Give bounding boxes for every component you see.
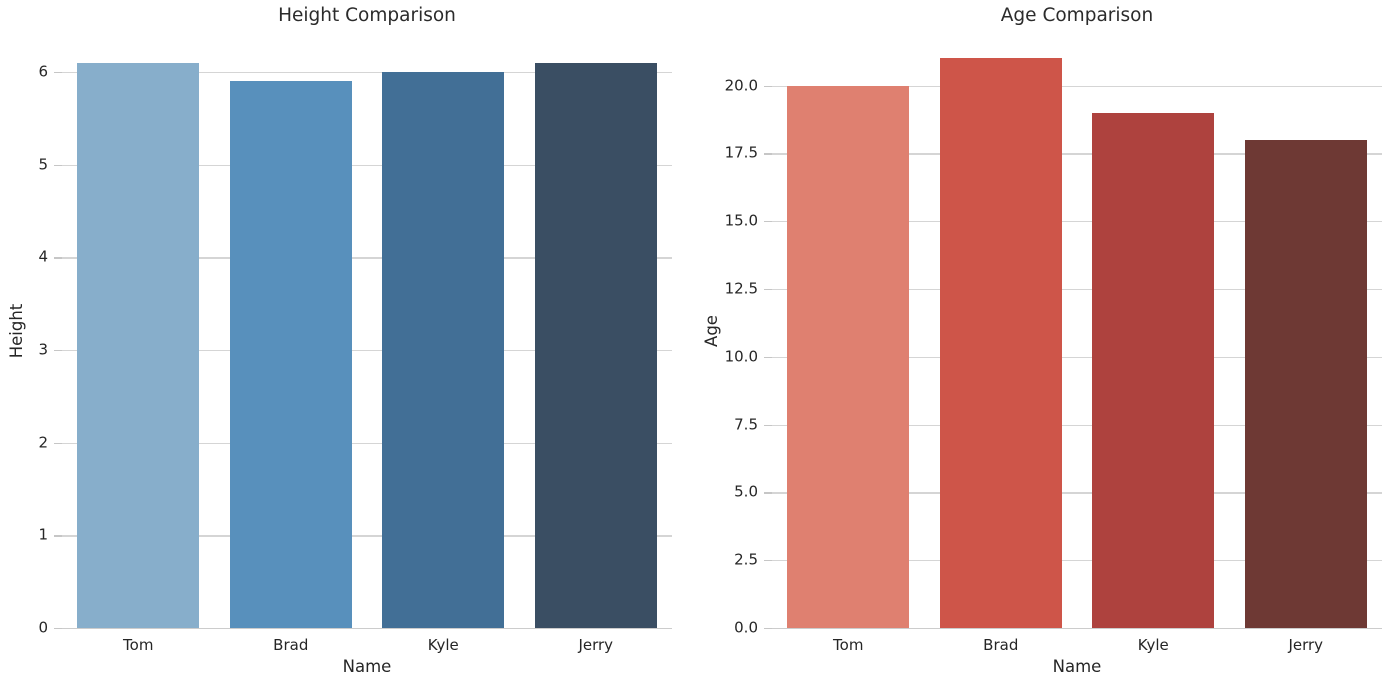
x-axis-label: Name <box>1052 657 1102 676</box>
y-tick-mark <box>764 424 772 426</box>
age-comparison-chart: 0.0 2.5 5.0 7.5 10.0 12.5 15.0 17.5 20.0 Tom Brad K… <box>702 5 1382 675</box>
y-axis-label: Age <box>701 315 721 347</box>
y-tick-mark <box>764 153 772 155</box>
bar-jerry <box>1244 139 1367 628</box>
gridline <box>62 535 672 537</box>
gridline <box>62 164 672 166</box>
y-tick-mark <box>764 85 772 87</box>
y-tick-label: 2.5 <box>734 550 758 569</box>
bar-jerry <box>534 62 657 628</box>
gridline <box>772 153 1382 155</box>
y-tick-mark <box>54 257 62 259</box>
y-tick-mark <box>54 349 62 352</box>
y-tick-label: 4 <box>38 247 48 266</box>
x-tick-label: Brad <box>983 636 1019 654</box>
y-tick-mark <box>764 560 772 562</box>
bar-tom <box>77 62 200 628</box>
y-tick-label: 15.0 <box>724 211 758 230</box>
y-tick-mark <box>54 535 62 537</box>
y-tick-label: 6 <box>38 62 48 81</box>
y-tick-mark <box>54 628 62 630</box>
x-tick-label: Tom <box>833 636 864 654</box>
gridline <box>772 424 1382 426</box>
y-tick-label: 17.5 <box>724 143 758 162</box>
y-tick-label: 5 <box>38 155 48 174</box>
gridline <box>772 356 1382 358</box>
gridline <box>62 257 672 259</box>
gridline <box>772 288 1382 291</box>
chart-title: Height Comparison <box>278 5 456 26</box>
y-tick-label: 7.5 <box>734 415 758 434</box>
y-tick-label: 0.0 <box>734 618 758 637</box>
gridline <box>772 492 1382 494</box>
gridline <box>62 349 672 352</box>
y-tick-mark <box>54 71 62 74</box>
plot-area: 0 1 2 3 4 5 6 Tom Brad Kyle Jerry <box>38 34 672 653</box>
x-tick-label: Tom <box>123 636 154 654</box>
y-tick-mark <box>54 164 62 166</box>
bar-kyle <box>382 72 505 628</box>
y-tick-label: 3 <box>38 340 48 359</box>
y-tick-mark <box>764 356 772 358</box>
x-axis-label: Name <box>342 657 392 676</box>
y-tick-label: 10.0 <box>724 347 758 366</box>
x-tick-label: Brad <box>273 636 309 654</box>
bar-brad <box>939 58 1062 628</box>
y-tick-label: 0 <box>38 618 48 637</box>
y-axis-label: Height <box>6 303 26 359</box>
gridline <box>772 221 1382 223</box>
x-tick-label: Jerry <box>578 636 614 654</box>
x-tick-label: Kyle <box>427 636 459 654</box>
chart-title: Age Comparison <box>1000 5 1154 26</box>
y-tick-mark <box>764 492 772 494</box>
x-tick-label: Kyle <box>1137 636 1169 654</box>
gridline <box>62 71 672 74</box>
y-tick-label: 12.5 <box>724 279 758 298</box>
y-tick-mark <box>764 288 772 291</box>
y-tick-label: 20.0 <box>724 76 758 95</box>
gridline <box>772 560 1382 562</box>
y-tick-label: 5.0 <box>734 482 758 501</box>
bar-kyle <box>1092 112 1215 628</box>
plot-area: 0.0 2.5 5.0 7.5 10.0 12.5 15.0 17.5 20.0 Tom Brad K… <box>725 34 1382 653</box>
y-tick-label: 2 <box>38 433 48 452</box>
y-tick-mark <box>54 442 62 444</box>
x-tick-label: Jerry <box>1288 636 1324 654</box>
gridline <box>62 442 672 444</box>
height-comparison-chart: 0 1 2 3 4 5 6 Tom Brad Kyle Jerry Height Compariso… <box>7 5 672 675</box>
y-tick-mark <box>764 221 772 223</box>
bar-brad <box>229 81 352 628</box>
bar-tom <box>787 85 910 628</box>
gridline <box>772 85 1382 87</box>
y-tick-label: 1 <box>38 525 48 544</box>
y-tick-mark <box>764 628 772 630</box>
